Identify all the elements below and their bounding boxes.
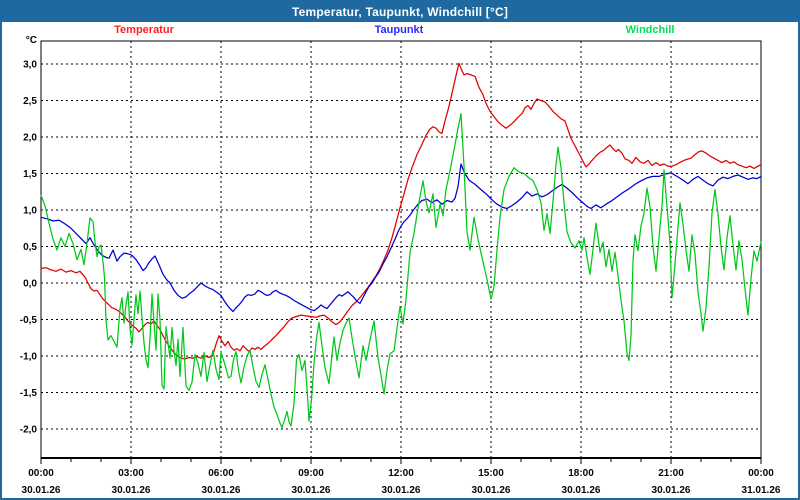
x-tick-date-label: 30.01.26: [472, 485, 511, 496]
x-tick-date-label: 30.01.26: [292, 485, 331, 496]
x-tick-time-label: 21:00: [658, 468, 684, 479]
x-tick-time-label: 00:00: [748, 468, 774, 479]
y-tick-label: 3,0: [23, 60, 37, 71]
y-tick-label: -1,0: [20, 352, 38, 363]
x-tick-time-label: 15:00: [478, 468, 504, 479]
x-tick-date-label: 30.01.26: [562, 485, 601, 496]
y-tick-label: -2,0: [20, 425, 38, 436]
y-tick-label: 1,0: [23, 206, 37, 217]
legend-label-taupunkt: Taupunkt: [374, 24, 424, 36]
x-tick-time-label: 06:00: [208, 468, 234, 479]
x-tick-time-label: 03:00: [118, 468, 144, 479]
y-tick-label: 1,5: [23, 169, 37, 180]
x-tick-date-label: 30.01.26: [22, 485, 61, 496]
x-tick-date-label: 30.01.26: [202, 485, 241, 496]
x-tick-date-label: 30.01.26: [382, 485, 421, 496]
y-tick-label: 2,0: [23, 133, 37, 144]
x-tick-date-label: 31.01.26: [742, 485, 781, 496]
legend-label-windchill: Windchill: [625, 24, 675, 36]
y-tick-label: 0,5: [23, 242, 37, 253]
x-tick-time-label: 09:00: [298, 468, 324, 479]
window-title: Temperatur, Taupunkt, Windchill [°C]: [291, 5, 509, 19]
y-tick-label: -1,5: [20, 388, 38, 399]
x-tick-time-label: 12:00: [388, 468, 414, 479]
series-line-taupunkt: [40, 163, 762, 313]
x-tick-date-label: 30.01.26: [112, 485, 151, 496]
title-bar: Temperatur, Taupunkt, Windchill [°C]: [2, 2, 798, 22]
y-tick-label: -0,5: [20, 315, 38, 326]
x-tick-time-label: 18:00: [568, 468, 594, 479]
series-line-temperatur: [40, 62, 762, 360]
x-tick-date-label: 30.01.26: [652, 485, 691, 496]
series-line-windchill: [40, 112, 762, 429]
y-axis-unit-label: °C: [25, 35, 37, 46]
y-tick-label: 2,5: [23, 96, 37, 107]
x-tick-time-label: 00:00: [28, 468, 54, 479]
legend-label-temperatur: Temperatur: [114, 24, 174, 36]
y-tick-label: 0,0: [23, 279, 37, 290]
